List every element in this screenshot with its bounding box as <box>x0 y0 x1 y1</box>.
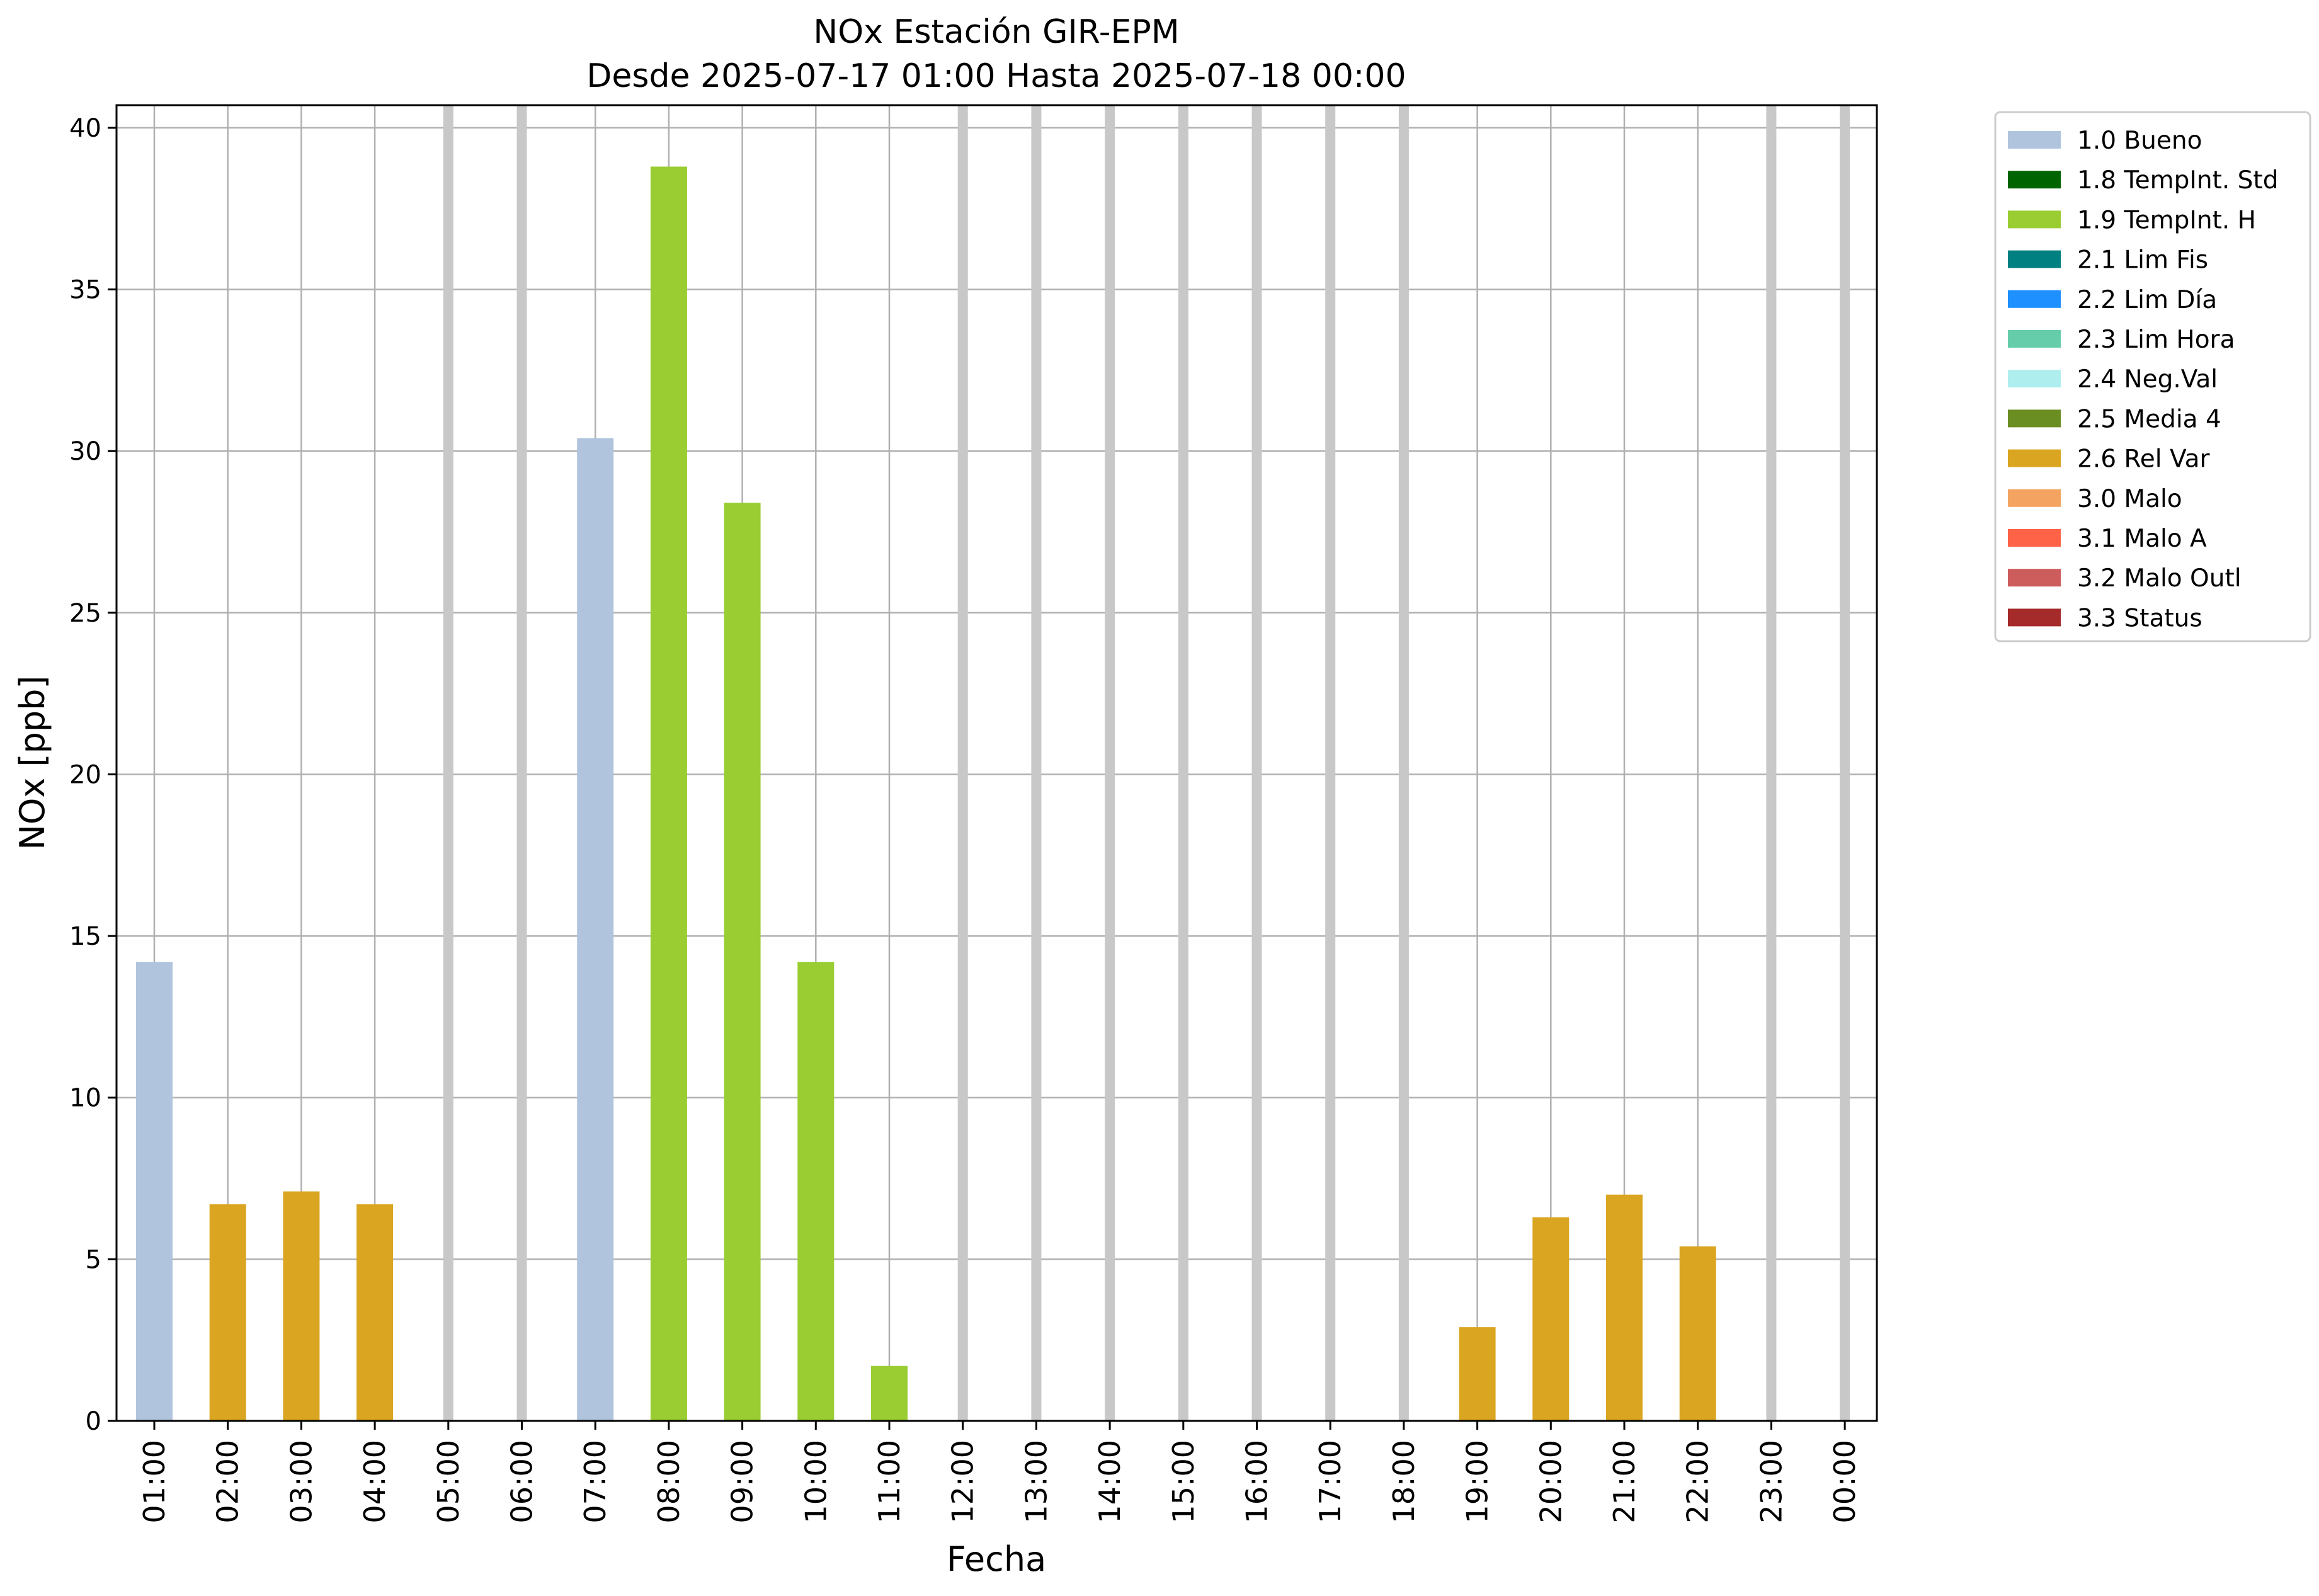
x-tick-label: 21:00 <box>1607 1440 1641 1524</box>
legend-label: 3.3 Status <box>2077 604 2202 632</box>
bar-1900 <box>1459 1327 1496 1421</box>
legend-label: 2.3 Lim Hora <box>2077 326 2235 354</box>
x-tick-label: 06:00 <box>505 1440 539 1524</box>
missing-data-band <box>1105 105 1115 1421</box>
legend-label: 1.0 Bueno <box>2077 127 2202 155</box>
legend-label: 2.4 Neg.Val <box>2077 365 2218 394</box>
x-tick-label: 20:00 <box>1534 1440 1568 1524</box>
legend-swatch <box>2008 290 2061 308</box>
legend-swatch <box>2008 250 2061 268</box>
x-tick-label: 07:00 <box>578 1440 612 1524</box>
bar-2200 <box>1679 1246 1716 1421</box>
x-tick-label: 02:00 <box>211 1440 245 1524</box>
bar-0300 <box>283 1191 320 1421</box>
x-tick-label: 11:00 <box>872 1440 906 1524</box>
legend: 1.0 Bueno 1.8 TempInt. Std 1.9 TempInt. H 2… <box>1994 111 2311 642</box>
legend-label: 2.1 Lim Fis <box>2077 246 2208 275</box>
bar-0400 <box>356 1204 394 1421</box>
y-tick-label: 35 <box>69 276 101 305</box>
bar-0800 <box>650 166 687 1421</box>
y-tick-label: 5 <box>86 1245 101 1274</box>
y-tick-label: 20 <box>69 760 101 789</box>
legend-swatch <box>2008 608 2061 627</box>
x-tick-label: 03:00 <box>284 1440 318 1524</box>
legend-items: 1.0 Bueno 1.8 TempInt. Std 1.9 TempInt. H 2… <box>2008 127 2278 632</box>
x-tick-label: 01:00 <box>137 1440 171 1524</box>
x-axis-ticks: 01:00 02:00 03:00 04:00 05:00 06:00 07:00 08:00… <box>137 1421 1862 1524</box>
legend-swatch <box>2008 330 2061 348</box>
x-tick-label: 00:00 <box>1828 1440 1862 1524</box>
legend-label: 3.1 Malo A <box>2077 525 2207 553</box>
bar-2100 <box>1606 1194 1643 1421</box>
bar-0700 <box>577 438 614 1422</box>
missing-data-band <box>443 105 453 1421</box>
y-tick-label: 25 <box>69 599 101 628</box>
legend-frame <box>1994 111 2311 642</box>
y-axis-ticks: 0 5 10 15 20 25 30 35 40 <box>69 114 117 1436</box>
bar-0900 <box>724 503 761 1422</box>
legend-label: 3.2 Malo Outl <box>2077 564 2242 593</box>
legend-swatch <box>2008 529 2061 547</box>
x-tick-label: 09:00 <box>726 1440 760 1524</box>
x-tick-label: 15:00 <box>1166 1440 1200 1524</box>
missing-data-band <box>1398 105 1409 1421</box>
x-tick-label: 19:00 <box>1461 1440 1495 1524</box>
legend-swatch <box>2008 131 2061 149</box>
y-tick-label: 10 <box>69 1084 101 1113</box>
bar-0200 <box>209 1204 246 1421</box>
legend-swatch <box>2008 210 2061 229</box>
legend-swatch <box>2008 171 2061 189</box>
bar-1100 <box>871 1365 908 1421</box>
x-tick-label: 17:00 <box>1313 1440 1347 1524</box>
x-axis-label: Fecha <box>947 1539 1046 1579</box>
legend-label: 2.5 Media 4 <box>2077 405 2221 433</box>
x-tick-label: 08:00 <box>652 1440 686 1524</box>
legend-label: 1.8 TempInt. Std <box>2077 166 2278 195</box>
legend-swatch <box>2008 370 2061 388</box>
x-tick-label: 16:00 <box>1240 1440 1274 1524</box>
legend-swatch <box>2008 409 2061 428</box>
x-tick-label: 23:00 <box>1754 1440 1788 1524</box>
x-tick-label: 18:00 <box>1387 1440 1421 1524</box>
x-tick-label: 10:00 <box>799 1440 833 1524</box>
chart-subtitle: Desde 2025-07-17 01:00 Hasta 2025-07-18 … <box>586 57 1406 95</box>
bars <box>136 166 1716 1422</box>
legend-label: 1.9 TempInt. H <box>2077 206 2256 234</box>
x-tick-label: 12:00 <box>946 1440 980 1524</box>
legend-swatch <box>2008 569 2061 587</box>
missing-data-band <box>516 105 527 1421</box>
x-tick-label: 22:00 <box>1681 1440 1715 1524</box>
x-tick-label: 13:00 <box>1019 1440 1053 1524</box>
x-tick-label: 14:00 <box>1093 1440 1127 1524</box>
missing-data-band <box>1325 105 1336 1421</box>
legend-swatch <box>2008 489 2061 507</box>
bar-2000 <box>1532 1217 1570 1421</box>
x-tick-label: 05:00 <box>431 1440 465 1524</box>
chart-title: NOx Estación GIR-EPM <box>813 13 1179 51</box>
y-tick-label: 15 <box>69 922 101 951</box>
bar-0100 <box>136 962 173 1421</box>
missing-data-markers <box>443 105 1850 1421</box>
y-tick-label: 0 <box>86 1407 101 1436</box>
legend-label: 3.0 Malo <box>2077 485 2182 513</box>
missing-data-band <box>1178 105 1188 1421</box>
y-axis-label: NOx [ppb] <box>13 676 52 850</box>
y-tick-label: 40 <box>69 114 101 143</box>
y-tick-label: 30 <box>69 437 101 466</box>
missing-data-band <box>1766 105 1777 1421</box>
legend-swatch <box>2008 449 2061 467</box>
x-tick-label: 04:00 <box>358 1440 392 1524</box>
legend-label: 2.6 Rel Var <box>2077 445 2211 474</box>
plot-area-frame <box>115 104 1878 1422</box>
missing-data-band <box>957 105 968 1421</box>
missing-data-band <box>1840 105 1850 1421</box>
legend-label: 2.2 Lim Día <box>2077 286 2217 314</box>
missing-data-band <box>1031 105 1042 1421</box>
bar-1000 <box>797 962 835 1421</box>
missing-data-band <box>1251 105 1262 1421</box>
